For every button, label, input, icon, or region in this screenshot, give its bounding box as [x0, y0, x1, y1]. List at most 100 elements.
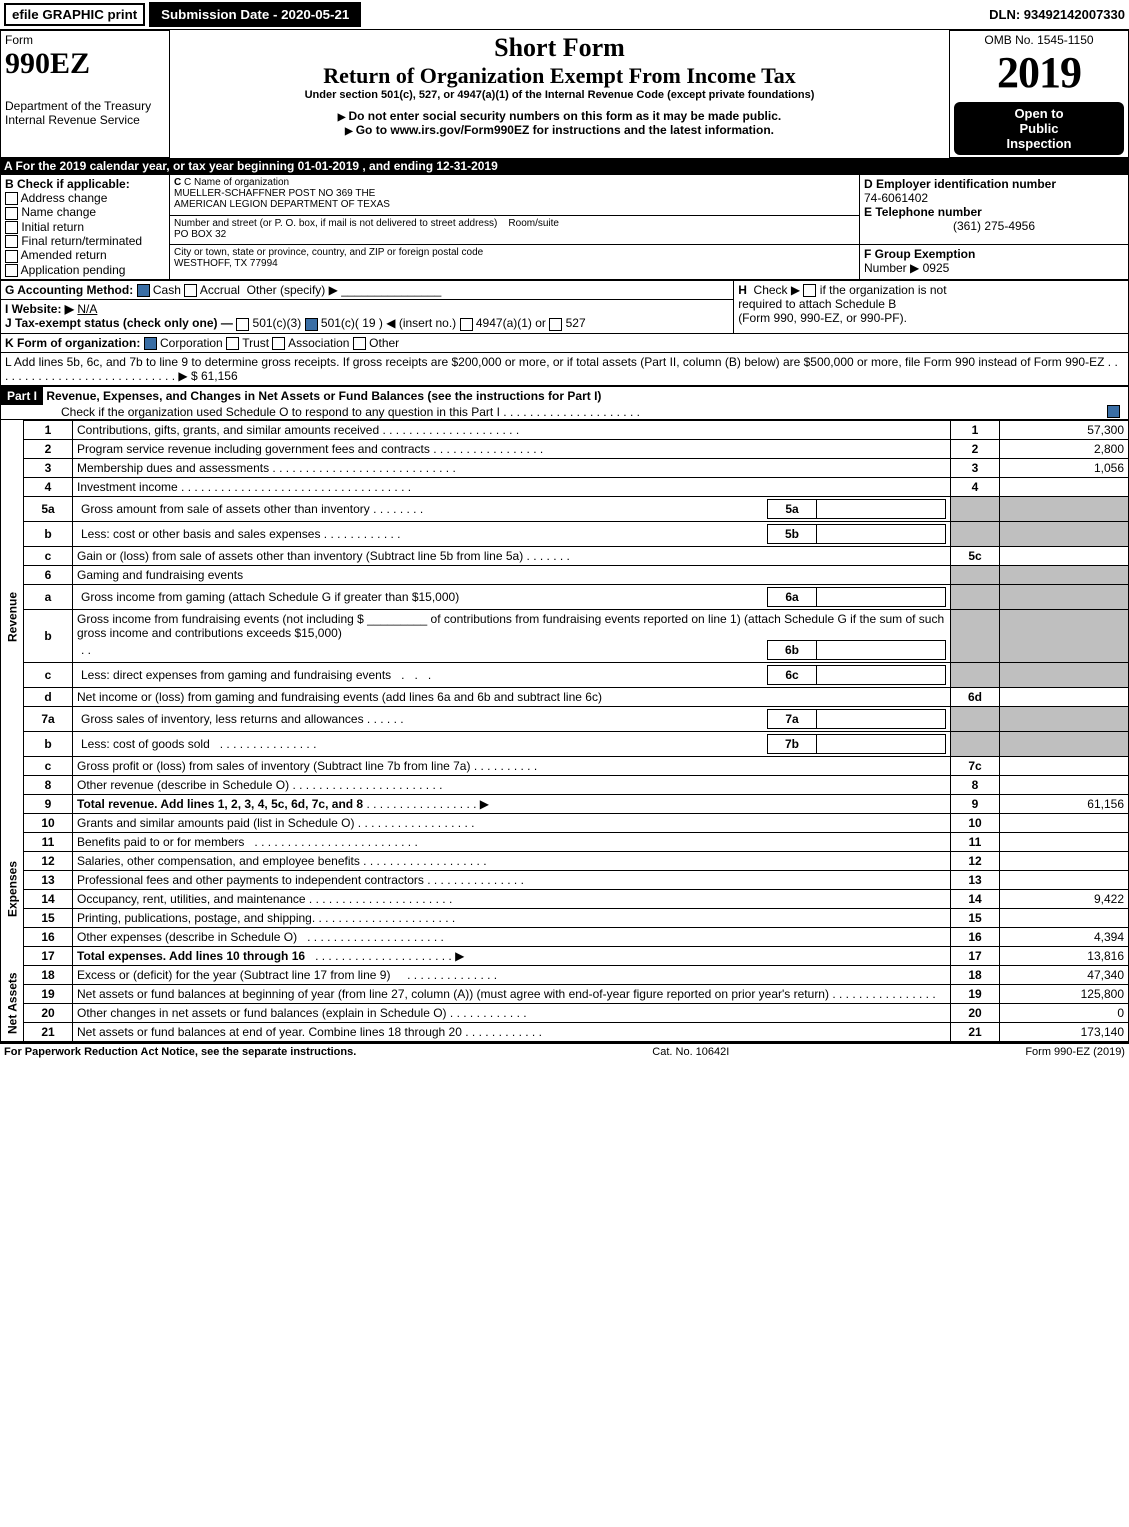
other-org-checkbox[interactable]: [353, 337, 366, 350]
city-value: WESTHOFF, TX 77994: [174, 258, 855, 269]
line-box: 4: [951, 477, 1000, 496]
shaded-cell: [1000, 584, 1129, 609]
part-i-lines: Revenue 1 Contributions, gifts, grants, …: [0, 420, 1129, 1042]
amended-return-checkbox[interactable]: Amended return: [5, 248, 165, 262]
tax-year: 2019: [954, 47, 1124, 98]
line-box: 14: [951, 889, 1000, 908]
form-reference: Form 990-EZ (2019): [1025, 1046, 1125, 1058]
shaded-cell: [951, 731, 1000, 756]
corporation-checkbox[interactable]: [144, 337, 157, 350]
revenue-sidebar: Revenue: [1, 420, 24, 813]
submission-date-button[interactable]: Submission Date - 2020-05-21: [149, 2, 361, 27]
line-number: b: [24, 731, 73, 756]
line-text: Gross profit or (loss) from sales of inv…: [73, 756, 951, 775]
line-number: 6: [24, 565, 73, 584]
line-text: Gain or (loss) from sale of assets other…: [73, 546, 951, 565]
line-box: 9: [951, 794, 1000, 813]
shaded-cell: [1000, 565, 1129, 584]
irs-label: Internal Revenue Service: [5, 113, 165, 127]
line-text: Contributions, gifts, grants, and simila…: [73, 420, 951, 439]
omb-number: OMB No. 1545-1150: [954, 33, 1124, 47]
inline-box: 5b: [768, 524, 817, 543]
dln-label: DLN: 93492142007330: [989, 7, 1125, 22]
line-box: 10: [951, 813, 1000, 832]
goto-instructions: Go to www.irs.gov/Form990EZ for instruct…: [174, 123, 945, 137]
section-f-label: F Group Exemption: [864, 247, 1124, 261]
name-change-checkbox[interactable]: Name change: [5, 205, 165, 219]
line-box: 3: [951, 458, 1000, 477]
section-h-label: H: [738, 283, 747, 297]
line-amount: 61,156: [1000, 794, 1129, 813]
line-text: Gaming and fundraising events: [73, 565, 951, 584]
shaded-cell: [1000, 496, 1129, 521]
line-text: Less: cost of goods sold . . . . . . . .…: [73, 731, 951, 756]
schedule-o-checkbox[interactable]: [1107, 405, 1120, 418]
under-section: Under section 501(c), 527, or 4947(a)(1)…: [174, 89, 945, 101]
line-amount: 0: [1000, 1003, 1129, 1022]
line-text: Gross income from fundraising events (no…: [73, 609, 951, 662]
line-box: 16: [951, 927, 1000, 946]
line-number: 18: [24, 965, 73, 984]
schedule-b-checkbox[interactable]: [803, 284, 816, 297]
final-return-checkbox[interactable]: Final return/terminated: [5, 234, 165, 248]
527-checkbox[interactable]: [549, 318, 562, 331]
line-text: Other expenses (describe in Schedule O) …: [73, 927, 951, 946]
part-i-title: Revenue, Expenses, and Changes in Net As…: [46, 389, 601, 403]
line-text: Net assets or fund balances at beginning…: [73, 984, 951, 1003]
shaded-cell: [1000, 731, 1129, 756]
line-amount: 47,340: [1000, 965, 1129, 984]
accrual-checkbox[interactable]: [184, 284, 197, 297]
shaded-cell: [951, 662, 1000, 687]
501c-checkbox[interactable]: [305, 318, 318, 331]
open-to-public-badge: Open to Public Inspection: [954, 102, 1124, 155]
form-word: Form: [5, 33, 165, 47]
line-number: 21: [24, 1022, 73, 1041]
line-box: 12: [951, 851, 1000, 870]
line-text: Total revenue. Add lines 1, 2, 3, 4, 5c,…: [73, 794, 951, 813]
line-number: 1: [24, 420, 73, 439]
shaded-cell: [951, 706, 1000, 731]
line-number: 17: [24, 946, 73, 965]
line-text: Gross amount from sale of assets other t…: [73, 496, 951, 521]
line-amount: [1000, 546, 1129, 565]
cash-checkbox[interactable]: [137, 284, 150, 297]
paperwork-notice: For Paperwork Reduction Act Notice, see …: [4, 1046, 356, 1058]
shaded-cell: [1000, 609, 1129, 662]
line-text: Occupancy, rent, utilities, and maintena…: [73, 889, 951, 908]
efile-print-button[interactable]: efile GRAPHIC print: [4, 3, 145, 26]
shaded-cell: [951, 609, 1000, 662]
4947-checkbox[interactable]: [460, 318, 473, 331]
line-box: 8: [951, 775, 1000, 794]
trust-checkbox[interactable]: [226, 337, 239, 350]
line-box: 11: [951, 832, 1000, 851]
line-box: 13: [951, 870, 1000, 889]
line-amount: 125,800: [1000, 984, 1129, 1003]
line-amount: [1000, 832, 1129, 851]
line-number: b: [24, 521, 73, 546]
line-text: Printing, publications, postage, and shi…: [73, 908, 951, 927]
inline-amount: [817, 587, 946, 606]
line-box: 17: [951, 946, 1000, 965]
line-amount: [1000, 687, 1129, 706]
line-amount: [1000, 908, 1129, 927]
initial-return-checkbox[interactable]: Initial return: [5, 220, 165, 234]
part-i-check-text: Check if the organization used Schedule …: [61, 405, 500, 419]
association-checkbox[interactable]: [272, 337, 285, 350]
gross-receipts-amount: $ 61,156: [191, 369, 238, 383]
line-number: 2: [24, 439, 73, 458]
line-number: 20: [24, 1003, 73, 1022]
line-amount: 57,300: [1000, 420, 1129, 439]
short-form-title: Short Form: [174, 33, 945, 63]
ein-value: 74-6061402: [864, 191, 1124, 205]
line-amount: 9,422: [1000, 889, 1129, 908]
line-text: Excess or (deficit) for the year (Subtra…: [73, 965, 951, 984]
line-box: 6d: [951, 687, 1000, 706]
line-amount: [1000, 813, 1129, 832]
part-i-label: Part I: [1, 387, 43, 405]
line-amount: 13,816: [1000, 946, 1129, 965]
address-change-checkbox[interactable]: Address change: [5, 191, 165, 205]
section-e-label: E Telephone number: [864, 205, 1124, 219]
501c3-checkbox[interactable]: [236, 318, 249, 331]
line-number: 9: [24, 794, 73, 813]
application-pending-checkbox[interactable]: Application pending: [5, 263, 165, 277]
